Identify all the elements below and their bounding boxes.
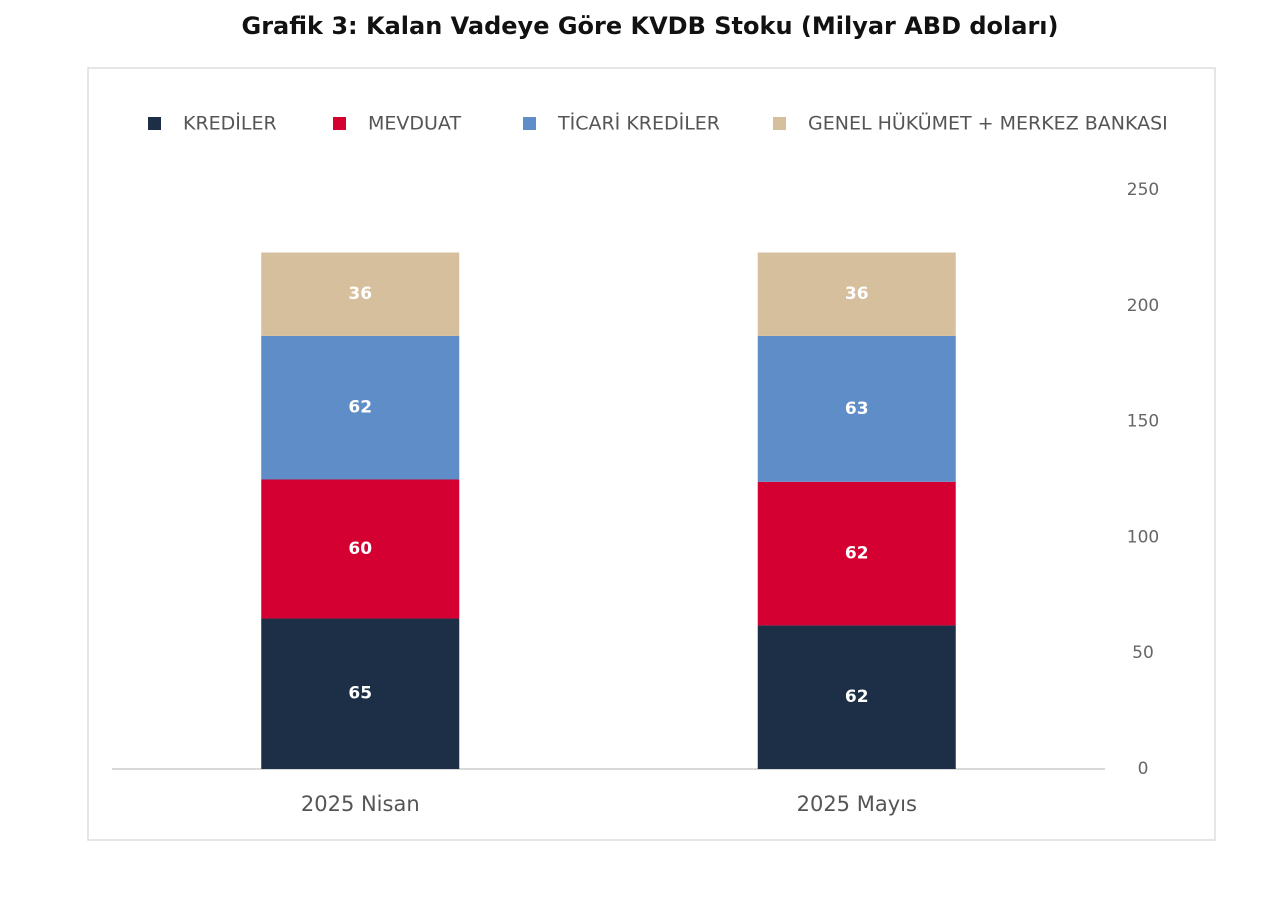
bar-segment — [261, 479, 460, 619]
y-tick-label: 250 — [1127, 180, 1159, 200]
data-label: 65 — [348, 684, 372, 704]
y-tick-label: 0 — [1138, 759, 1149, 779]
y-tick-label: 200 — [1127, 296, 1159, 316]
bar-segment — [757, 481, 956, 626]
legend-swatch — [773, 117, 786, 130]
y-tick-label: 150 — [1127, 412, 1159, 432]
y-tick-label: 100 — [1127, 527, 1159, 547]
data-label: 62 — [348, 398, 372, 418]
y-tick-label: 50 — [1132, 643, 1154, 663]
data-label: 62 — [845, 687, 869, 707]
data-label: 36 — [348, 284, 372, 304]
bar-segment — [757, 625, 956, 769]
data-label: 63 — [845, 399, 869, 419]
legend-swatch — [333, 117, 346, 130]
legend-label: MEVDUAT — [368, 113, 461, 135]
chart-title: Grafik 3: Kalan Vadeye Göre KVDB Stoku (… — [242, 12, 1059, 40]
legend-label: KREDİLER — [183, 112, 277, 135]
data-label: 60 — [348, 539, 372, 559]
bar-segment — [757, 252, 956, 336]
legend-swatch — [148, 117, 161, 130]
legend-label: TİCARİ KREDİLER — [557, 112, 720, 135]
bar-segment — [757, 335, 956, 482]
bar-segment — [261, 252, 460, 336]
data-label: 62 — [845, 544, 869, 564]
x-tick-label: 2025 Nisan — [301, 792, 420, 816]
legend-swatch — [523, 117, 536, 130]
x-tick-label: 2025 Mayıs — [797, 792, 917, 816]
data-label: 36 — [845, 284, 869, 304]
bar-segment — [261, 618, 460, 769]
bar-segment — [261, 335, 460, 480]
legend-label: GENEL HÜKÜMET + MERKEZ BANKASI — [808, 112, 1168, 135]
chart-frame — [87, 67, 1216, 841]
